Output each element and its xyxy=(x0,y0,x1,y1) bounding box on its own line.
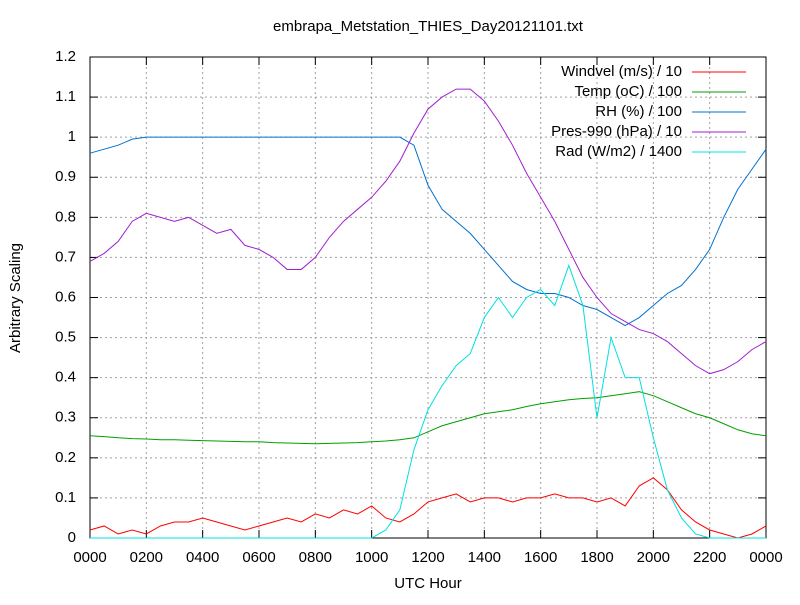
y-tick-label: 0.3 xyxy=(55,409,76,426)
x-axis-label: UTC Hour xyxy=(394,575,462,592)
series-line xyxy=(89,477,767,539)
y-tick-label: 1.2 xyxy=(55,48,76,65)
y-tick-label: 0 xyxy=(68,529,76,546)
x-tick-label: 2000 xyxy=(637,549,670,566)
y-tick-label: 0.5 xyxy=(55,329,76,346)
y-tick-label: 0.1 xyxy=(55,489,76,506)
plot-border xyxy=(89,56,767,539)
x-tick-label: 0200 xyxy=(130,549,163,566)
x-tick-label: 1600 xyxy=(524,549,557,566)
series-line xyxy=(90,263,766,539)
x-tick-label: 1400 xyxy=(468,549,501,566)
y-tick-label: 0.2 xyxy=(55,449,76,466)
chart-title: embrapa_Metstation_THIES_Day20121101.txt xyxy=(273,18,584,35)
x-tick-label: 0600 xyxy=(242,549,275,566)
y-tick-label: 0.6 xyxy=(55,288,76,305)
y-axis-label: Arbitrary Scaling xyxy=(7,243,24,353)
x-tick-label: 0000 xyxy=(73,549,106,566)
legend-label: Temp (oC) / 100 xyxy=(574,83,682,100)
x-tick-label: 1200 xyxy=(411,549,444,566)
x-tick-label: 1000 xyxy=(355,549,388,566)
y-tick-label: 0.8 xyxy=(55,208,76,225)
y-tick-label: 0.9 xyxy=(55,168,76,185)
legend-label: Pres-990 (hPa) / 10 xyxy=(551,123,682,140)
series-line xyxy=(89,391,767,445)
y-tick-label: 0.4 xyxy=(55,369,76,386)
series-line xyxy=(89,88,767,375)
legend-label: Windvel (m/s) / 10 xyxy=(561,63,682,80)
y-tick-label: 1.1 xyxy=(55,88,76,105)
x-tick-label: 1800 xyxy=(580,549,613,566)
x-tick-label: 0400 xyxy=(186,549,219,566)
x-tick-label: 0800 xyxy=(299,549,332,566)
x-tick-label: 2200 xyxy=(693,549,726,566)
y-tick-label: 0.7 xyxy=(55,248,76,265)
x-tick-label: 0000 xyxy=(749,549,782,566)
y-tick-label: 1 xyxy=(68,128,76,145)
legend-label: Rad (W/m2) / 1400 xyxy=(555,143,682,160)
series-line xyxy=(89,136,767,327)
legend-label: RH (%) / 100 xyxy=(595,103,682,120)
